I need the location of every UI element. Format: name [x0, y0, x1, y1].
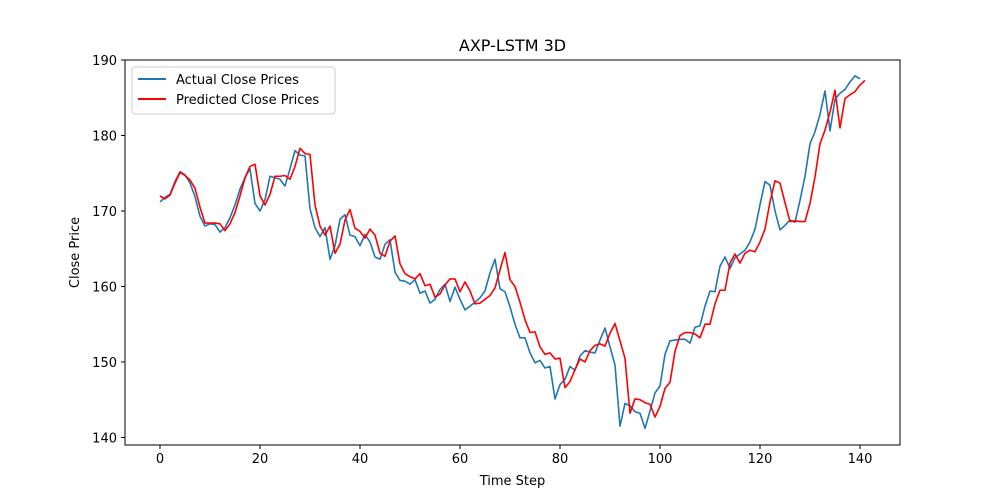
legend: Actual Close Prices Predicted Close Pric…: [131, 66, 336, 115]
y-tick-label: 190: [92, 54, 117, 69]
y-tick-label: 140: [92, 431, 117, 446]
plot-area-frame: [124, 59, 901, 446]
x-tick-label: 80: [552, 452, 569, 467]
x-tick-label: 40: [352, 452, 369, 467]
y-tick-label: 150: [92, 356, 117, 371]
y-axis-ticks: 140 150 160 170 180 190: [92, 54, 125, 446]
x-axis-label: Time Step: [479, 474, 546, 489]
legend-box: [131, 66, 336, 115]
x-tick-label: 140: [848, 452, 873, 467]
x-axis-ticks: 0 20 40 60 80 100 120 140: [156, 445, 873, 467]
x-tick-label: 60: [452, 452, 469, 467]
chart-title: AXP-LSTM 3D: [459, 36, 566, 55]
y-axis-label: Close Price: [68, 217, 83, 288]
y-tick-label: 160: [92, 280, 117, 295]
series-line-predicted: [159, 79, 866, 418]
series-line-actual: [159, 75, 861, 430]
y-tick-label: 180: [92, 129, 117, 144]
legend-label-predicted: Predicted Close Prices: [176, 93, 319, 108]
y-tick-label: 170: [92, 205, 117, 220]
plot-lines: [159, 75, 866, 430]
x-tick-label: 120: [748, 452, 773, 467]
x-tick-label: 20: [252, 452, 269, 467]
x-tick-label: 100: [648, 452, 673, 467]
x-tick-label: 0: [156, 452, 164, 467]
legend-label-actual: Actual Close Prices: [176, 73, 299, 88]
